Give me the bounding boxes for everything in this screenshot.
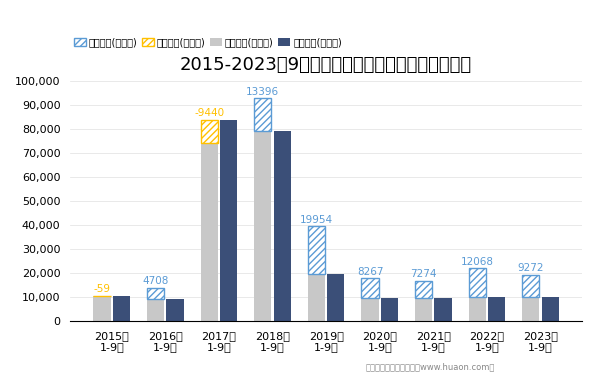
Text: 8267: 8267 xyxy=(357,267,383,277)
Bar xyxy=(94,296,110,321)
Bar xyxy=(201,120,218,142)
Text: 19954: 19954 xyxy=(300,215,333,225)
Text: 7274: 7274 xyxy=(410,270,437,279)
Bar xyxy=(362,278,378,298)
Bar xyxy=(147,288,164,299)
Bar xyxy=(147,288,164,321)
Legend: 贸易顺差(万美元), 贸易逆差(万美元), 出口总额(万美元), 进口总额(万美元): 贸易顺差(万美元), 贸易逆差(万美元), 出口总额(万美元), 进口总额(万美… xyxy=(70,33,346,51)
Text: 4708: 4708 xyxy=(143,276,169,286)
Bar xyxy=(254,99,272,130)
Text: 制图：华经产业研究院（www.huaon.com）: 制图：华经产业研究院（www.huaon.com） xyxy=(365,362,494,371)
Bar xyxy=(541,297,559,321)
Text: 9272: 9272 xyxy=(518,264,544,273)
Bar xyxy=(415,281,432,321)
Bar xyxy=(522,275,540,321)
Bar xyxy=(201,142,218,321)
Text: 12068: 12068 xyxy=(461,257,494,267)
Bar xyxy=(308,226,325,274)
Bar xyxy=(308,226,325,321)
Bar xyxy=(469,268,486,321)
Title: 2015-2023年9月贵州省外商投资企业进出口差额图: 2015-2023年9月贵州省外商投资企业进出口差额图 xyxy=(180,56,472,74)
Bar xyxy=(362,278,378,321)
Bar xyxy=(415,281,432,298)
Bar xyxy=(522,275,540,297)
Text: -9440: -9440 xyxy=(194,108,224,118)
Bar xyxy=(327,274,344,321)
Bar xyxy=(167,299,183,321)
Bar xyxy=(113,296,130,321)
Text: 13396: 13396 xyxy=(247,87,279,97)
Text: -59: -59 xyxy=(94,284,110,294)
Bar xyxy=(273,130,291,321)
Bar xyxy=(435,298,451,321)
Bar xyxy=(488,297,505,321)
Bar xyxy=(220,120,237,321)
Bar xyxy=(254,99,272,321)
Bar xyxy=(381,298,398,321)
Bar xyxy=(469,268,486,297)
